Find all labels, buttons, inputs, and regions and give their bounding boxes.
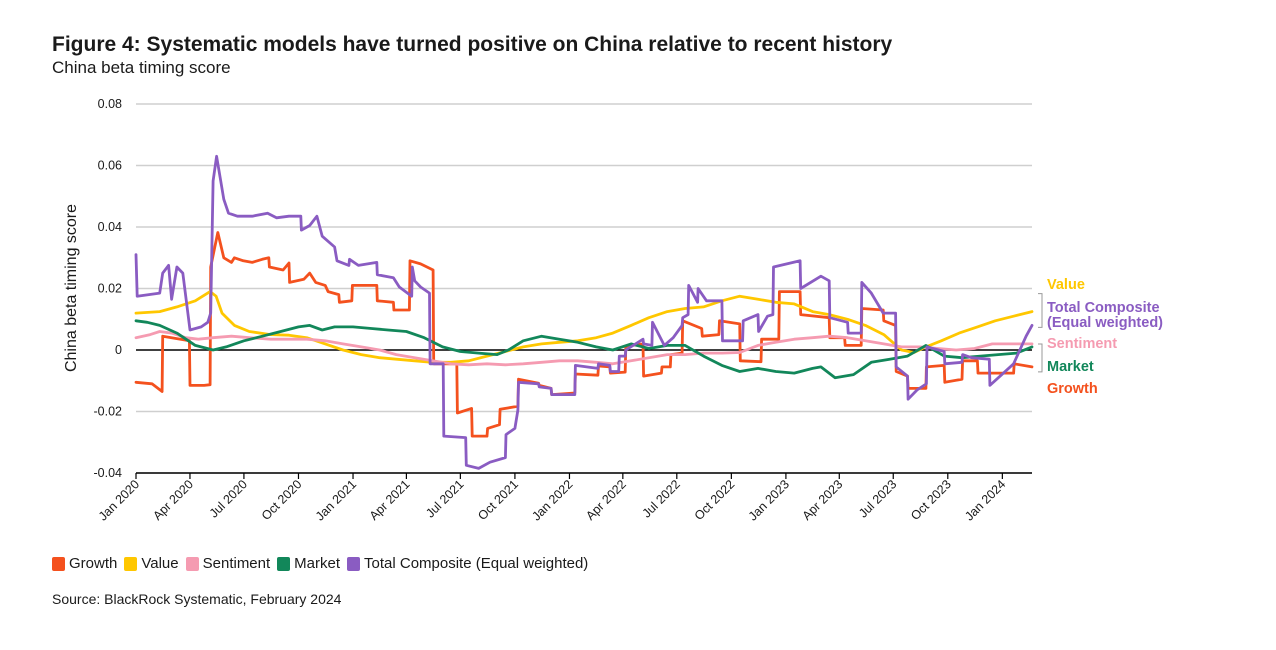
label-bracket	[1038, 293, 1043, 328]
series-line-sentiment	[134, 330, 1034, 367]
legend-swatch	[277, 556, 291, 571]
legend: Growth Value Sentiment Market Total Composit…	[52, 555, 595, 572]
x-tick-label: Apr 2021	[367, 477, 413, 523]
label-bracket	[1038, 343, 1043, 373]
y-tick-label: -0.04	[94, 466, 123, 480]
x-tick-label: Apr 2022	[583, 477, 629, 523]
legend-swatch	[52, 556, 65, 571]
y-tick-label: -0.02	[94, 405, 123, 419]
legend-swatch	[124, 556, 138, 571]
x-tick-label: Jul 2023	[856, 477, 899, 520]
end-label-market: Market	[1047, 359, 1094, 375]
y-tick-label: 0.04	[98, 220, 122, 234]
x-tick-label: Jan 2022	[529, 477, 575, 523]
end-label-sentiment: Sentiment	[1047, 336, 1117, 352]
series-line-total	[134, 154, 1034, 470]
legend-item: Market	[277, 555, 340, 572]
x-tick-label: Jul 2020	[207, 477, 250, 520]
x-tick-label: Jan 2021	[313, 477, 359, 523]
y-axis-label: China beta timing score	[63, 204, 80, 372]
x-tick-label: Oct 2021	[475, 477, 521, 523]
grid-lines	[135, 103, 1032, 474]
legend-label: Growth	[69, 555, 118, 572]
legend-label: Market	[294, 555, 341, 572]
x-tick-label: Oct 2023	[908, 477, 954, 523]
legend-item: Value	[124, 555, 179, 572]
x-tick-label: Oct 2022	[692, 477, 738, 523]
y-tick-labels: -0.04 -0.02 0 0.02 0.04 0.06 0.08	[94, 97, 123, 480]
series-line-market	[134, 319, 1034, 380]
y-tick-label: 0.02	[98, 282, 122, 296]
end-label-growth: Growth	[1047, 381, 1098, 397]
end-label-value: Value	[1047, 277, 1085, 293]
legend-item: Sentiment	[185, 555, 271, 572]
x-tick-label: Jul 2022	[640, 477, 683, 520]
end-label-total: Total Composite (Equal weighted)	[1047, 300, 1163, 331]
legend-swatch	[347, 556, 361, 571]
y-tick-label: 0.08	[98, 97, 122, 111]
legend-label: Sentiment	[202, 555, 271, 572]
end-labels: Growth Value Sentiment Market Total Composit…	[1038, 277, 1163, 397]
legend-label: Value	[141, 555, 179, 572]
x-tick-label: Oct 2020	[259, 477, 305, 523]
x-tick-label: Jan 2023	[746, 477, 792, 523]
legend-item: Total Composite (Equal weighted)	[347, 555, 588, 572]
y-tick-label: 0.06	[98, 159, 122, 173]
x-tick-label: Apr 2023	[800, 477, 846, 523]
legend-item: Growth	[52, 555, 117, 572]
series-lines	[134, 154, 1034, 470]
legend-swatch	[185, 556, 199, 571]
chart-title: Figure 4: Systematic models have turned …	[52, 33, 893, 56]
x-tick-label: Jan 2024	[962, 477, 1008, 523]
x-tick-labels: Jan 2020 Apr 2020 Jul 2020 Oct 2020 Jan 2021…	[96, 472, 1032, 523]
source-note: Source: BlackRock Systematic, February 2…	[52, 591, 342, 607]
x-tick-label: Jul 2021	[423, 477, 466, 520]
x-tick-label: Jan 2020	[96, 477, 142, 523]
x-tick-label: Apr 2020	[150, 477, 196, 523]
chart-subtitle: China beta timing score	[52, 58, 231, 77]
y-tick-label: 0	[115, 343, 122, 357]
series-line-value	[134, 290, 1034, 364]
legend-label: Total Composite (Equal weighted)	[364, 555, 589, 572]
